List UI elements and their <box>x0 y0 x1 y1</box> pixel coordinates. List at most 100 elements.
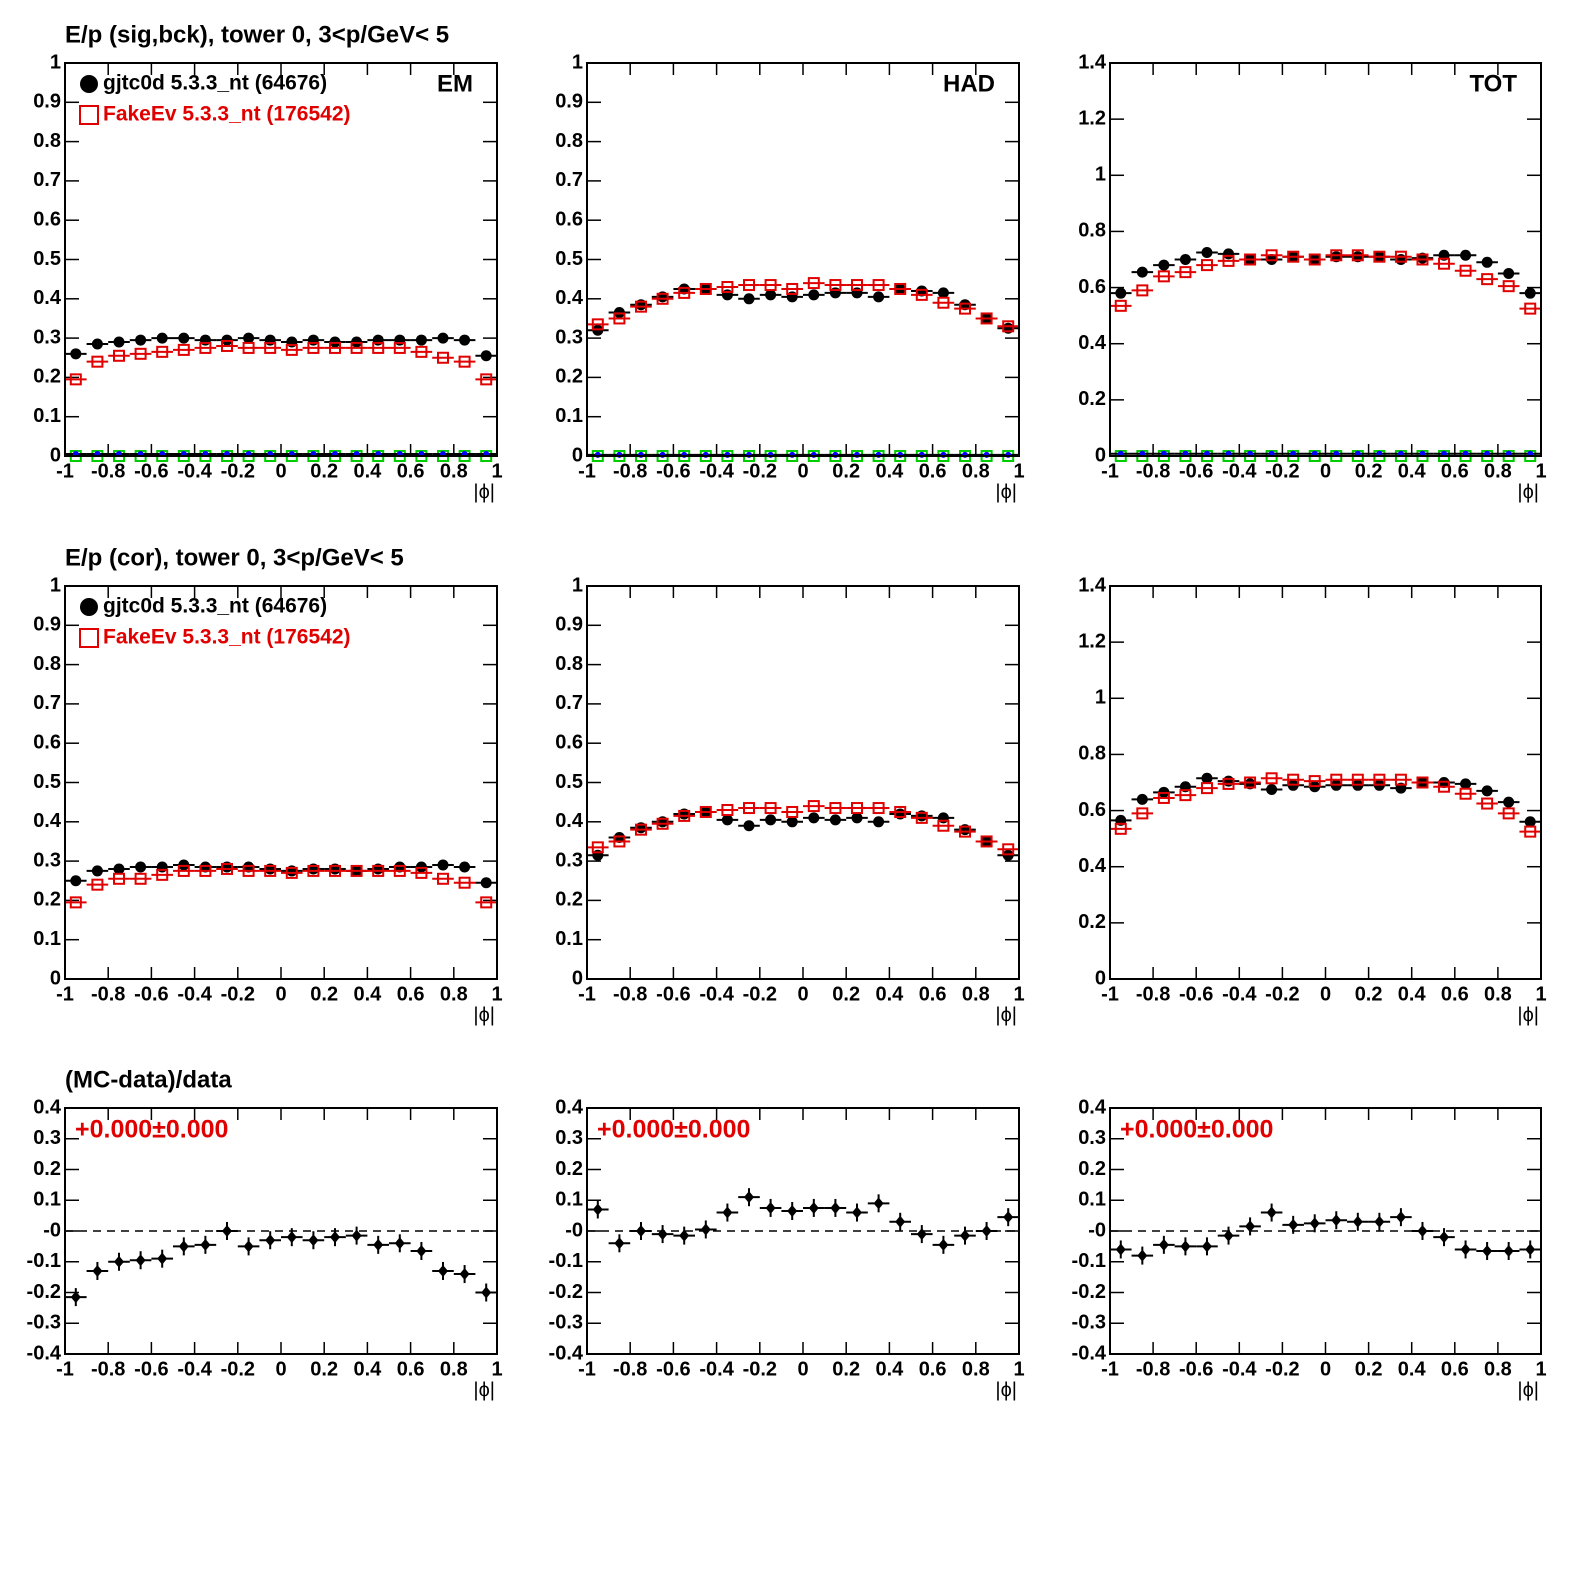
y-tick-label: 0.3 <box>33 849 61 871</box>
x-tick-label: 0 <box>275 460 286 482</box>
x-tick-label: -0.4 <box>177 460 212 482</box>
y-tick-label: -0.1 <box>549 1250 583 1272</box>
x-tick-label: -1 <box>578 460 596 482</box>
x-tick-label: 0.2 <box>1355 460 1383 482</box>
marker <box>481 1286 492 1299</box>
marker <box>808 1201 819 1214</box>
marker <box>678 283 690 295</box>
y-tick-label: 0.5 <box>33 771 61 793</box>
x-tick-label: 0.8 <box>440 983 468 1005</box>
marker <box>1201 1240 1212 1253</box>
panel: E/p (sig,bck), tower 0, 3<p/GeV< 5 0 0.1 0.… <box>33 21 502 503</box>
legend-marker <box>80 598 98 616</box>
legend-label: gjtc0d 5.3.3_nt (64676) <box>103 595 327 618</box>
x-tick-label: 0.2 <box>1355 1358 1383 1380</box>
marker <box>1330 773 1343 786</box>
marker <box>1482 1244 1493 1257</box>
x-axis-label: |ϕ| <box>995 1379 1017 1401</box>
marker <box>1222 777 1235 790</box>
y-tick-label: 0.2 <box>555 1158 583 1180</box>
x-tick-label: -1 <box>1101 1358 1119 1380</box>
x-tick-label: 0 <box>275 983 286 1005</box>
marker <box>1308 253 1321 266</box>
marker <box>700 1223 711 1236</box>
plot-frame <box>586 1107 1020 1355</box>
marker <box>1459 787 1472 800</box>
panel: 0 0.2 0.4 0.6 0.8 1 1.2 1.4 -1 -0.8 -0.6 -0.4 -0.2 0 0… <box>1078 51 1546 503</box>
marker <box>808 289 820 301</box>
y-tick-label: 0.9 <box>555 614 583 636</box>
y-tick-label: 0.9 <box>33 91 61 113</box>
plot-frame <box>1109 585 1542 980</box>
y-tick-label: 0 <box>1095 967 1106 989</box>
y-tick-label: 0.1 <box>555 1189 583 1211</box>
x-axis-label: |ϕ| <box>995 481 1017 503</box>
marker <box>1244 776 1257 789</box>
x-tick-label: 0.4 <box>353 1358 382 1380</box>
x-tick-label: -1 <box>1101 460 1119 482</box>
marker <box>1179 266 1192 279</box>
marker <box>307 864 320 877</box>
x-tick-label: -0.4 <box>1222 983 1257 1005</box>
x-tick-label: 0.2 <box>310 983 338 1005</box>
x-tick-label: 0.8 <box>440 1358 468 1380</box>
plot-frame <box>64 585 498 980</box>
marker <box>1244 253 1257 266</box>
y-tick-label: 1 <box>1095 687 1106 709</box>
marker <box>636 1225 646 1237</box>
x-tick-label: 0.8 <box>1484 983 1512 1005</box>
marker <box>744 1191 754 1204</box>
x-tick-label: -0.2 <box>1265 983 1299 1005</box>
y-tick-label: 0.1 <box>33 928 61 950</box>
y-tick-label: 0.4 <box>555 287 584 309</box>
marker <box>699 805 712 818</box>
panel: 00.10.20.30.40.50.60.70.80.91-1 -0.8 -0.6-… <box>555 574 1024 1026</box>
marker <box>308 1234 319 1247</box>
marker <box>1265 249 1278 262</box>
marker <box>1502 280 1515 293</box>
marker <box>113 336 125 348</box>
x-tick-label: 0.6 <box>397 983 425 1005</box>
marker <box>91 338 103 350</box>
x-tick-label: -0.8 <box>613 1358 647 1380</box>
x-axis-label: |ϕ| <box>995 1004 1017 1026</box>
marker <box>787 1205 798 1218</box>
marker <box>373 1238 384 1251</box>
marker <box>458 355 471 368</box>
marker <box>1503 268 1515 280</box>
y-tick-label: 0 <box>572 967 583 989</box>
marker <box>92 1264 103 1277</box>
marker <box>1114 822 1127 835</box>
marker <box>156 868 169 881</box>
marker <box>329 864 341 877</box>
y-tick-label: 0 <box>50 444 61 466</box>
marker <box>614 1237 625 1250</box>
marker <box>480 373 493 386</box>
marker <box>657 1228 668 1241</box>
marker <box>350 864 363 877</box>
x-tick-label: 0 <box>797 460 808 482</box>
x-tick-label: -0.2 <box>221 460 255 482</box>
marker <box>113 872 125 885</box>
marker <box>393 864 406 877</box>
x-tick-label: 0.6 <box>397 1358 425 1380</box>
marker <box>330 1231 340 1244</box>
y-tick-label: -0.1 <box>1072 1250 1106 1272</box>
marker <box>916 1228 927 1241</box>
plot-frame <box>586 62 1020 457</box>
marker <box>915 288 928 301</box>
marker <box>678 286 691 299</box>
marker <box>852 1206 862 1219</box>
marker <box>113 863 125 875</box>
x-tick-label: 0.2 <box>310 460 338 482</box>
marker <box>1524 825 1537 838</box>
x-tick-label: -0.6 <box>656 460 690 482</box>
x-tick-label: -0.6 <box>1179 460 1213 482</box>
marker <box>635 300 647 313</box>
y-tick-label: 1 <box>572 51 583 73</box>
x-tick-label: -0.2 <box>743 1358 777 1380</box>
panel-label: HAD <box>943 70 995 97</box>
y-tick-label: 1.4 <box>1078 574 1107 596</box>
y-tick-label: 0.3 <box>555 1127 583 1149</box>
marker <box>980 835 993 848</box>
